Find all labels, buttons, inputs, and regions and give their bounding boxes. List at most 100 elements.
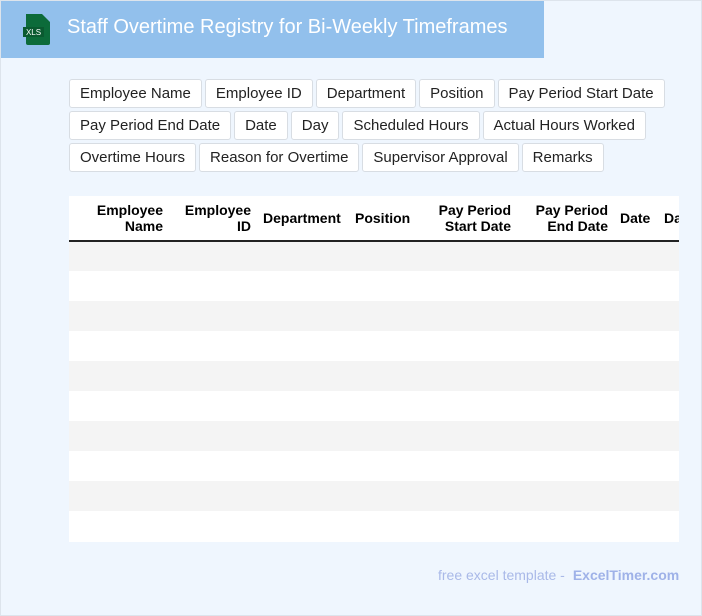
table-cell[interactable] (417, 301, 517, 331)
field-chip[interactable]: Actual Hours Worked (482, 111, 646, 140)
table-cell[interactable] (614, 481, 658, 511)
table-cell[interactable] (517, 301, 614, 331)
brand-link[interactable]: ExcelTimer.com (572, 567, 680, 583)
table-cell[interactable] (517, 481, 614, 511)
column-header[interactable]: Date (614, 196, 658, 242)
table-cell[interactable] (614, 241, 658, 271)
table-cell[interactable] (69, 361, 169, 391)
table-cell[interactable] (257, 331, 349, 361)
table-cell[interactable] (169, 481, 257, 511)
table-cell[interactable] (349, 241, 417, 271)
field-chip[interactable]: Position (419, 79, 495, 108)
column-header[interactable]: Day (658, 196, 679, 242)
field-chip[interactable]: Overtime Hours (69, 143, 197, 172)
field-chip[interactable]: Scheduled Hours (342, 111, 480, 140)
table-cell[interactable] (658, 451, 679, 481)
table-cell[interactable] (658, 361, 679, 391)
field-chip[interactable]: Employee Name (69, 79, 202, 108)
field-chip[interactable]: Remarks (521, 143, 604, 172)
table-cell[interactable] (614, 421, 658, 451)
table-cell[interactable] (417, 331, 517, 361)
table-cell[interactable] (257, 391, 349, 421)
field-chip[interactable]: Pay Period End Date (69, 111, 232, 140)
table-cell[interactable] (614, 361, 658, 391)
table-cell[interactable] (614, 391, 658, 421)
table-cell[interactable] (658, 241, 679, 271)
table-cell[interactable] (517, 421, 614, 451)
table-cell[interactable] (417, 391, 517, 421)
table-cell[interactable] (69, 241, 169, 271)
field-chip[interactable]: Pay Period Start Date (497, 79, 665, 108)
table-cell[interactable] (169, 331, 257, 361)
table-cell[interactable] (349, 511, 417, 541)
table-cell[interactable] (658, 391, 679, 421)
table-cell[interactable] (257, 451, 349, 481)
table-cell[interactable] (517, 451, 614, 481)
column-header[interactable]: Pay Period Start Date (417, 196, 517, 242)
table-cell[interactable] (349, 331, 417, 361)
table-cell[interactable] (169, 301, 257, 331)
table-cell[interactable] (517, 331, 614, 361)
table-cell[interactable] (169, 421, 257, 451)
table-cell[interactable] (257, 241, 349, 271)
table-cell[interactable] (257, 271, 349, 301)
column-header[interactable]: Pay Period End Date (517, 196, 614, 242)
table-cell[interactable] (517, 511, 614, 541)
table-cell[interactable] (658, 511, 679, 541)
table-cell[interactable] (69, 481, 169, 511)
table-cell[interactable] (69, 451, 169, 481)
table-cell[interactable] (658, 481, 679, 511)
table-cell[interactable] (257, 301, 349, 331)
table-cell[interactable] (517, 241, 614, 271)
table-cell[interactable] (349, 451, 417, 481)
table-cell[interactable] (169, 451, 257, 481)
table-cell[interactable] (257, 481, 349, 511)
field-chip[interactable]: Day (290, 111, 340, 140)
table-cell[interactable] (614, 511, 658, 541)
table-cell[interactable] (658, 301, 679, 331)
table-cell[interactable] (69, 511, 169, 541)
table-cell[interactable] (614, 331, 658, 361)
table-cell[interactable] (69, 331, 169, 361)
field-chip[interactable]: Employee ID (204, 79, 313, 108)
table-cell[interactable] (349, 271, 417, 301)
table-cell[interactable] (417, 271, 517, 301)
column-header[interactable]: Position (349, 196, 417, 242)
table-cell[interactable] (169, 271, 257, 301)
table-cell[interactable] (658, 421, 679, 451)
table-cell[interactable] (614, 271, 658, 301)
table-cell[interactable] (257, 361, 349, 391)
table-cell[interactable] (614, 451, 658, 481)
table-cell[interactable] (69, 271, 169, 301)
table-cell[interactable] (417, 481, 517, 511)
table-cell[interactable] (417, 511, 517, 541)
table-cell[interactable] (417, 451, 517, 481)
table-cell[interactable] (69, 301, 169, 331)
table-cell[interactable] (658, 271, 679, 301)
table-cell[interactable] (658, 331, 679, 361)
table-cell[interactable] (517, 271, 614, 301)
table-cell[interactable] (349, 421, 417, 451)
table-cell[interactable] (69, 391, 169, 421)
table-cell[interactable] (169, 511, 257, 541)
table-cell[interactable] (349, 361, 417, 391)
table-cell[interactable] (614, 301, 658, 331)
table-cell[interactable] (169, 241, 257, 271)
column-header[interactable]: Department (257, 196, 349, 242)
table-cell[interactable] (517, 361, 614, 391)
table-cell[interactable] (257, 511, 349, 541)
table-cell[interactable] (169, 391, 257, 421)
column-header[interactable]: Employee ID (169, 196, 257, 242)
field-chip[interactable]: Department (315, 79, 417, 108)
field-chip[interactable]: Supervisor Approval (362, 143, 519, 172)
field-chip[interactable]: Reason for Overtime (199, 143, 360, 172)
table-cell[interactable] (349, 301, 417, 331)
table-cell[interactable] (417, 241, 517, 271)
table-cell[interactable] (169, 361, 257, 391)
table-cell[interactable] (417, 361, 517, 391)
table-cell[interactable] (257, 421, 349, 451)
column-header[interactable]: Employee Name (69, 196, 169, 242)
table-cell[interactable] (349, 391, 417, 421)
table-cell[interactable] (69, 421, 169, 451)
table-cell[interactable] (417, 421, 517, 451)
